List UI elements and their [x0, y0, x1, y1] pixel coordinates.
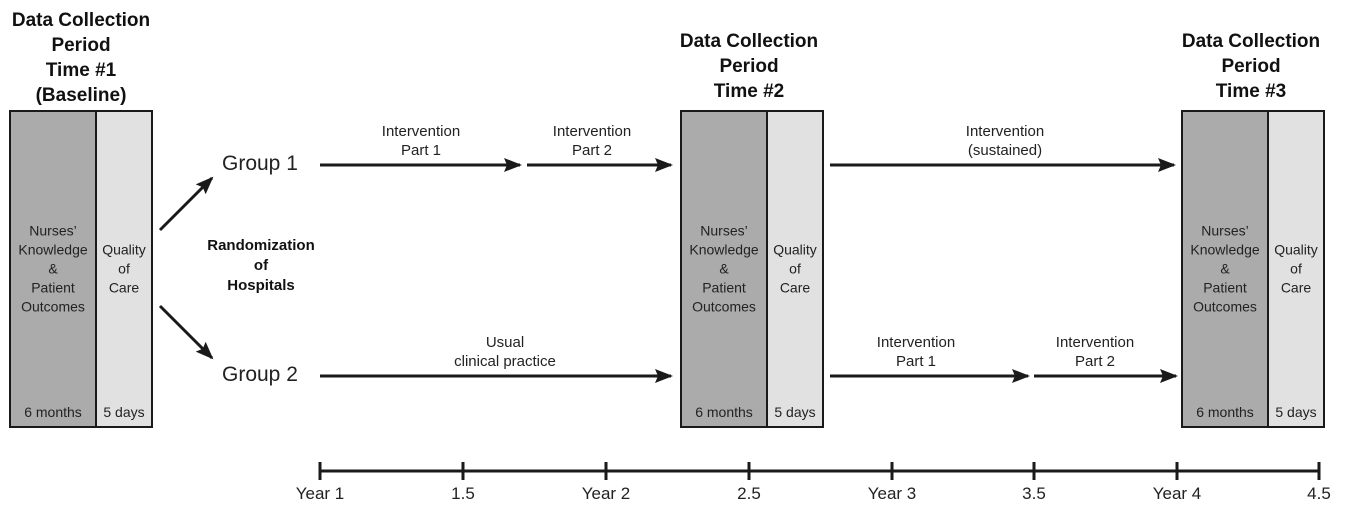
duration-label: 5 days	[1275, 404, 1317, 420]
quality-of-care-label: Quality of Care	[773, 241, 817, 296]
period-1-knowledge-column: Nurses’ Knowledge & Patient Outcomes 6 mon…	[11, 112, 97, 426]
group-1-label: Group 1	[222, 152, 298, 175]
quality-of-care-label: Quality of Care	[1274, 241, 1318, 296]
duration-label: 6 months	[24, 404, 82, 420]
timeline-label: 1.5	[451, 484, 475, 503]
period-3-title: Data Collection Period Time #3	[1181, 31, 1321, 102]
period-2-knowledge-column: Nurses’ Knowledge & Patient Outcomes 6 mon…	[682, 112, 768, 426]
randomize-arrow-up	[158, 176, 214, 232]
g1-part1-label: Intervention Part 1	[381, 123, 461, 159]
g1-part2-label: Intervention Part 2	[552, 123, 632, 159]
duration-label: 6 months	[1196, 404, 1254, 420]
duration-label: 5 days	[774, 404, 816, 420]
duration-label: 5 days	[103, 404, 145, 420]
timeline-ticks	[318, 462, 1321, 480]
timeline-label: Year 4	[1152, 484, 1202, 503]
g2-part1-label: Intervention Part 1	[876, 334, 956, 370]
period-2-title: Data Collection Period Time #2	[679, 31, 819, 102]
knowledge-outcomes-label: Nurses’ Knowledge & Patient Outcomes	[18, 222, 88, 315]
knowledge-outcomes-label: Nurses’ Knowledge & Patient Outcomes	[689, 222, 759, 315]
g2-usual-label: Usual clinical practice	[454, 334, 556, 370]
g1-sustained-label: Intervention (sustained)	[965, 123, 1045, 159]
quality-of-care-label: Quality of Care	[102, 241, 146, 296]
g2-part2-label: Intervention Part 2	[1055, 334, 1135, 370]
randomization-label: Randomization of Hospitals	[207, 237, 315, 294]
timeline-label: Year 3	[867, 484, 917, 503]
period-3-knowledge-column: Nurses’ Knowledge & Patient Outcomes 6 mon…	[1183, 112, 1269, 426]
timeline-label: Year 1	[295, 484, 345, 503]
period-2-quality-column: Quality of Care 5 days	[768, 112, 822, 426]
timeline-label: 4.5	[1307, 484, 1331, 503]
timeline-label: Year 2	[581, 484, 631, 503]
period-1-quality-column: Quality of Care 5 days	[97, 112, 151, 426]
knowledge-outcomes-label: Nurses’ Knowledge & Patient Outcomes	[1190, 222, 1260, 315]
group-2-label: Group 2	[222, 363, 298, 386]
period-3-quality-column: Quality of Care 5 days	[1269, 112, 1323, 426]
randomize-arrow-down	[158, 304, 214, 360]
period-3-block: Nurses’ Knowledge & Patient Outcomes 6 mon…	[1181, 110, 1325, 428]
timeline-label: 2.5	[737, 484, 761, 503]
timeline-label: 3.5	[1022, 484, 1046, 503]
duration-label: 6 months	[695, 404, 753, 420]
period-1-title: Data Collection Period Time #1 (Baseline)	[11, 10, 151, 106]
period-2-block: Nurses’ Knowledge & Patient Outcomes 6 mon…	[680, 110, 824, 428]
period-1-block: Nurses’ Knowledge & Patient Outcomes 6 mon…	[9, 110, 153, 428]
